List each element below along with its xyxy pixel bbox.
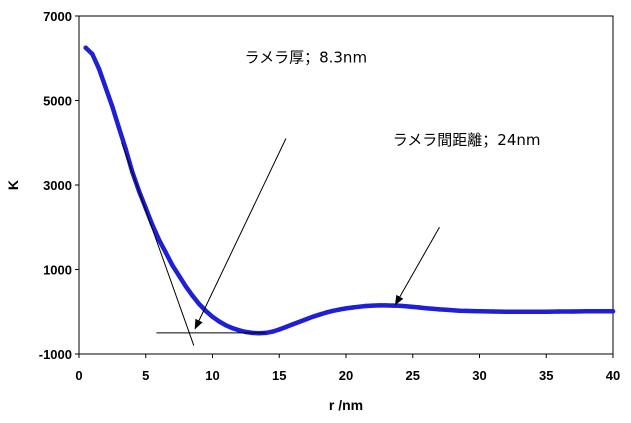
x-tick-label: 15 xyxy=(272,368,286,383)
data-point xyxy=(450,308,455,313)
data-point xyxy=(103,85,108,91)
data-point xyxy=(330,308,335,314)
annotation-arrow xyxy=(194,138,287,330)
data-point xyxy=(243,329,249,335)
data-point xyxy=(470,308,475,314)
data-point xyxy=(443,307,449,312)
annotation-arrow xyxy=(394,227,440,306)
data-point xyxy=(490,309,496,314)
reference-line xyxy=(121,142,195,346)
y-tick-label: 3000 xyxy=(43,178,72,193)
data-point xyxy=(383,303,389,308)
data-point xyxy=(584,309,589,314)
x-tick-label: 5 xyxy=(142,368,149,383)
data-point xyxy=(337,307,342,312)
data-point xyxy=(377,303,382,308)
data-point xyxy=(410,304,415,310)
data-point xyxy=(417,305,422,310)
data-point xyxy=(170,263,175,268)
data-point xyxy=(217,319,222,324)
x-tick-label: 0 xyxy=(75,368,82,383)
data-point xyxy=(457,308,462,313)
x-tick-label: 20 xyxy=(339,368,353,383)
data-point xyxy=(310,314,315,319)
data-point xyxy=(463,308,469,314)
data-point xyxy=(277,327,282,332)
y-axis-label: K xyxy=(5,180,21,190)
data-point xyxy=(297,319,302,325)
data-point xyxy=(357,304,362,309)
data-point xyxy=(403,304,409,309)
annotation-text: ラメラ厚；8.3nm xyxy=(245,48,368,66)
y-axis: -1000 1000 3000 5000 7000 xyxy=(39,9,79,362)
x-tick-label: 35 xyxy=(539,368,553,383)
data-point xyxy=(610,309,616,314)
data-point xyxy=(390,303,395,308)
data-point xyxy=(283,324,289,330)
data-point xyxy=(223,323,229,328)
data-point xyxy=(156,237,162,243)
data-point xyxy=(190,293,195,298)
data-point xyxy=(597,309,602,314)
annotations: ラメラ厚；8.3nm ラメラ間距離；24nm xyxy=(194,48,541,330)
data-point xyxy=(90,51,95,57)
plot-area xyxy=(78,15,614,355)
data-point xyxy=(397,303,402,308)
data-point xyxy=(176,273,182,278)
data-point xyxy=(237,328,242,333)
data-point xyxy=(96,66,102,72)
data-point xyxy=(323,310,329,315)
annotation-text: ラメラ間距離；24nm xyxy=(393,131,541,149)
data-point xyxy=(163,250,168,255)
data-point xyxy=(517,309,522,314)
data-point xyxy=(544,309,549,314)
x-axis: 0 5 10 15 20 25 30 35 40 xyxy=(75,354,620,383)
data-point xyxy=(530,309,536,314)
data-point xyxy=(303,317,309,322)
data-point xyxy=(430,306,435,311)
x-tick-label: 25 xyxy=(406,368,420,383)
x-tick-label: 10 xyxy=(205,368,219,383)
data-point xyxy=(350,305,355,310)
data-point xyxy=(504,309,509,314)
data-point xyxy=(557,309,562,314)
reference-lines xyxy=(121,142,266,346)
data-point xyxy=(110,104,115,110)
y-tick-label: 1000 xyxy=(43,263,72,278)
data-point xyxy=(116,125,122,131)
data-point xyxy=(477,309,482,314)
data-point xyxy=(290,322,295,327)
x-tick-label: 40 xyxy=(606,368,620,383)
data-point xyxy=(197,301,202,307)
data-point xyxy=(370,303,375,308)
data-point xyxy=(570,309,576,314)
y-tick-label: 5000 xyxy=(43,94,72,109)
series-line xyxy=(83,45,616,336)
data-point xyxy=(317,312,322,317)
y-tick-label: -1000 xyxy=(39,347,72,362)
data-point xyxy=(363,303,369,309)
data-point xyxy=(343,306,349,311)
data-point xyxy=(230,326,235,331)
series-layer xyxy=(83,45,616,336)
data-point xyxy=(83,45,88,50)
x-axis-label: r /nm xyxy=(329,397,363,413)
data-point xyxy=(183,284,188,289)
data-point xyxy=(270,329,275,334)
data-point xyxy=(210,314,215,319)
y-tick-label: 7000 xyxy=(43,9,72,24)
x-tick-label: 30 xyxy=(472,368,486,383)
data-point xyxy=(437,307,442,312)
data-point xyxy=(203,308,208,314)
data-point xyxy=(423,306,429,311)
